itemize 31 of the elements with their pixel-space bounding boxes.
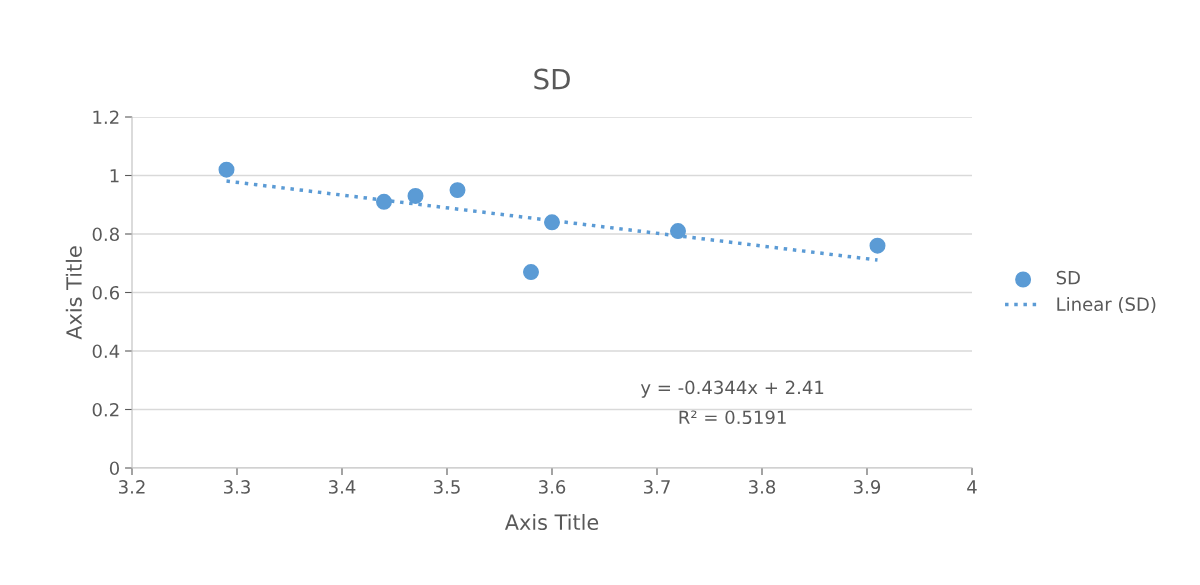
annotation: R² = 0.5191 xyxy=(679,410,786,425)
x-tick-label: 3.8 xyxy=(749,480,776,494)
x-tick-label: 3.7 xyxy=(644,480,670,494)
x-tick-label: 4 xyxy=(967,480,977,494)
point xyxy=(449,182,466,199)
chart-title: SD xyxy=(534,68,570,90)
point xyxy=(376,193,392,210)
annotation: y = -0.4344x + 2.41 xyxy=(640,380,824,398)
y-tick-label: 1.2 xyxy=(93,110,119,124)
point xyxy=(670,223,686,240)
y-tick-label: 1 xyxy=(110,169,119,183)
x-tick-label: 3.4 xyxy=(329,480,356,494)
x-tick-label: 3.9 xyxy=(854,480,881,494)
x-tick-label: 3.6 xyxy=(539,480,566,494)
x-axis-title: Axis Title xyxy=(504,513,599,531)
x-tick-label: 3.5 xyxy=(434,480,460,494)
y-tick-label: 0 xyxy=(109,461,119,476)
point xyxy=(523,264,539,281)
x-tick-label: 3.3 xyxy=(224,480,250,494)
y-tick-label: 0.6 xyxy=(92,285,120,300)
y-tick-label: 0.2 xyxy=(92,402,119,417)
point xyxy=(218,161,235,178)
point xyxy=(544,214,560,231)
point xyxy=(869,237,886,254)
x-tick-label: 3.2 xyxy=(119,480,145,494)
y-tick-label: 0.4 xyxy=(92,344,120,359)
legend-label: Linear (SD) xyxy=(1057,297,1156,314)
point xyxy=(407,187,424,204)
y-axis-title: Axis Title xyxy=(65,246,82,340)
y-tick-label: 0.8 xyxy=(92,227,119,242)
legend-label: SD xyxy=(1056,270,1080,285)
